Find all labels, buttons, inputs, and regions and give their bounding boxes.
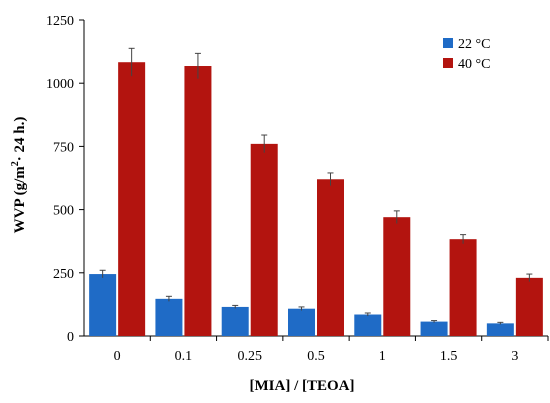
y-tick-label: 0 (67, 330, 74, 345)
bar-series1 (354, 314, 382, 336)
y-tick-label: 750 (53, 140, 74, 155)
legend: 22 °C 40 °C (443, 37, 490, 72)
x-tick-label: 0 (114, 349, 121, 364)
bar-series1 (89, 274, 117, 336)
y-tick-label: 1250 (46, 14, 74, 29)
bar-series1 (288, 308, 315, 336)
x-axis-title: [MIA] / [TEOA] (250, 378, 355, 394)
x-tick-label: 0.1 (175, 349, 193, 364)
bar-series1 (420, 321, 448, 336)
bar-series1 (155, 298, 183, 336)
legend-swatch (443, 58, 453, 68)
y-tick-label: 500 (53, 204, 74, 219)
legend-label: 40 °C (458, 57, 490, 72)
x-tick-label: 0.5 (307, 349, 325, 364)
y-axis-title-main: WVP (g/m (12, 166, 28, 234)
plot-area: 0 250 500 750 1000 1250 0 0.1 0.25 0.5 1 1.5 3 (46, 14, 549, 364)
bar-series2 (449, 239, 477, 336)
legend-label: 22 °C (458, 37, 490, 52)
y-axis-title: WVP (g/m2· 24 h.) (10, 117, 28, 234)
bar-series2 (118, 62, 146, 337)
legend-swatch (443, 38, 453, 48)
x-tick-label: 3 (511, 349, 518, 364)
bar-series1 (221, 306, 249, 336)
y-tick-label: 250 (53, 267, 74, 282)
bar-series2 (515, 277, 543, 336)
y-axis-title-tail: · 24 h.) (12, 117, 28, 162)
x-tick-label: 0.25 (237, 349, 262, 364)
bar-series2 (250, 143, 278, 336)
x-tick-label: 1 (379, 349, 386, 364)
bar-series2 (184, 66, 212, 337)
bar-series2 (383, 217, 411, 336)
bar-series1 (486, 323, 514, 336)
y-tick-label: 1000 (46, 77, 74, 92)
x-tick-label: 1.5 (440, 349, 458, 364)
bar-series2 (317, 179, 344, 336)
y-axis-title-superscript: 2 (10, 161, 21, 166)
